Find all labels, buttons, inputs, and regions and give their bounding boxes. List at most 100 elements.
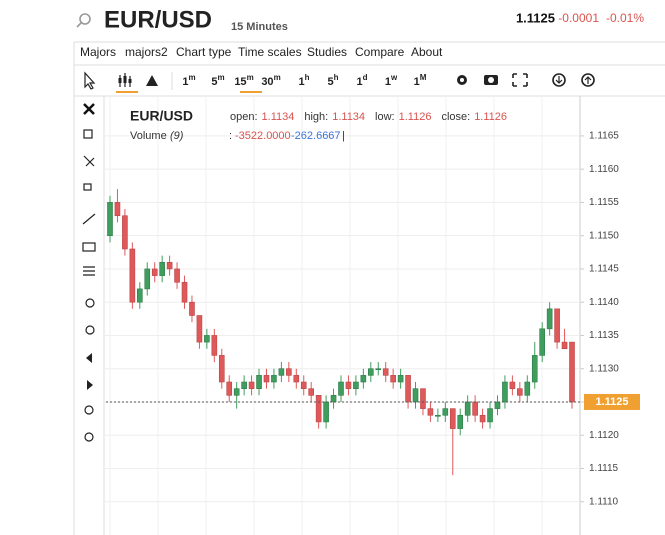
magnet-tool[interactable]: [84, 405, 94, 415]
mountain-type-button[interactable]: [146, 75, 158, 86]
timeframe-number: 5: [211, 76, 217, 88]
y-tick-label: 1.1160: [589, 164, 619, 175]
y-tick-label: 1.1155: [589, 197, 619, 208]
fib-tool[interactable]: [83, 266, 95, 276]
candle-body: [338, 381, 344, 396]
timeframe-number: 5: [327, 76, 333, 88]
scroll-right-tool[interactable]: [87, 380, 93, 390]
menu-item[interactable]: Majors: [80, 45, 116, 59]
candle-body: [204, 335, 210, 343]
timeframe-unit: m: [247, 73, 254, 82]
candle-body: [561, 341, 568, 350]
candle-body: [226, 381, 233, 396]
candle-body: [323, 401, 329, 423]
candle-body: [420, 388, 426, 409]
candle-body: [122, 215, 128, 250]
download-button[interactable]: [552, 73, 566, 87]
upload-button[interactable]: [581, 73, 595, 87]
zoom-out-tool[interactable]: [85, 325, 95, 335]
settings-button[interactable]: [457, 75, 467, 85]
candle-body: [487, 408, 493, 423]
candle-body: [554, 308, 560, 343]
candle-body: [107, 202, 113, 236]
zoom-in-tool[interactable]: [85, 298, 95, 308]
menu-item[interactable]: Chart type: [176, 45, 232, 59]
timeframe[interactable]: 1w: [385, 73, 398, 88]
pointer-tool[interactable]: [84, 71, 96, 90]
candle-body: [271, 375, 277, 383]
timeframe[interactable]: 5h: [327, 73, 338, 88]
menu-item[interactable]: Compare: [355, 45, 405, 59]
line-tool[interactable]: [82, 213, 96, 225]
volume-value: -262.6667: [291, 130, 341, 142]
rect-tool[interactable]: [82, 242, 96, 252]
y-tick-label: 1.1135: [589, 330, 619, 341]
timeframe-unit: d: [363, 73, 368, 82]
tool[interactable]: [83, 155, 95, 167]
candle-body: [211, 335, 218, 356]
candle-body: [241, 381, 247, 389]
select-tool[interactable]: [83, 129, 93, 139]
candle-body: [137, 288, 143, 303]
timeframe-unit: m: [218, 73, 225, 82]
timeframe-number: 1: [182, 76, 188, 88]
search-icon-handle: [76, 22, 82, 28]
timeframe[interactable]: 15m: [234, 73, 253, 88]
candle-body: [278, 368, 285, 376]
candle-body: [144, 268, 151, 290]
clone-tool[interactable]: [83, 183, 92, 191]
y-tick-label: 1.1150: [589, 230, 619, 241]
camera-button[interactable]: [484, 75, 498, 85]
candle-body: [397, 375, 404, 383]
fullscreen-button[interactable]: [512, 73, 528, 87]
y-tick-label: 1.1165: [589, 131, 619, 142]
timeframe[interactable]: 1M: [414, 73, 427, 88]
candle-body: [494, 401, 501, 409]
timeframes: 1m 5m 15m 30m 1h 5h 1d 1w 1M: [182, 73, 426, 88]
menu-item[interactable]: Time scales: [238, 45, 302, 59]
volume-end: |: [342, 130, 345, 142]
candle-body: [345, 381, 352, 389]
candle-body: [412, 388, 419, 403]
grid: 1.11101.11151.11201.11251.11301.11351.11…: [104, 96, 619, 535]
candle-body: [114, 202, 121, 217]
timeframe[interactable]: 1d: [356, 73, 367, 88]
y-tick-label: 1.1130: [589, 363, 619, 374]
scroll-left-tool[interactable]: [86, 353, 92, 363]
selected-timeframe-underline: [240, 91, 262, 93]
candle-type-button[interactable]: [116, 73, 138, 93]
timeframe[interactable]: 30m: [261, 73, 280, 88]
timeframe[interactable]: 1h: [298, 73, 309, 88]
candle-body: [233, 388, 240, 396]
candle-body: [368, 368, 374, 376]
candle-body: [569, 341, 575, 403]
candle-body: [449, 408, 456, 429]
y-tick-label: 1.1145: [589, 264, 619, 275]
candle-body: [390, 375, 396, 383]
candle-body: [531, 355, 538, 383]
measure-tool[interactable]: [84, 432, 94, 442]
menu-item[interactable]: Studies: [307, 45, 347, 59]
candle-body: [375, 368, 382, 371]
close-tool[interactable]: [83, 103, 95, 115]
candle-body: [218, 355, 225, 383]
candle-body: [159, 261, 165, 276]
timeframe[interactable]: 5m: [211, 73, 224, 88]
candle-body: [382, 368, 389, 376]
candle-body: [196, 315, 203, 343]
candle-body: [174, 268, 180, 283]
candle-body: [427, 408, 434, 416]
volume-sep: :: [229, 130, 232, 142]
timeframe[interactable]: 1m: [182, 73, 195, 88]
candle-body: [181, 281, 188, 303]
last-price: 1.1125: [516, 10, 555, 25]
menu-item[interactable]: majors2: [125, 45, 168, 59]
legend-field-value: 1.1134: [262, 111, 295, 123]
menu-item[interactable]: About: [411, 45, 443, 59]
timeframe-unit: h: [305, 73, 310, 82]
timeframe-unit: w: [390, 73, 398, 82]
candle-body: [256, 375, 262, 389]
search-icon[interactable]: [79, 13, 91, 25]
volume-param: (9): [170, 130, 184, 142]
